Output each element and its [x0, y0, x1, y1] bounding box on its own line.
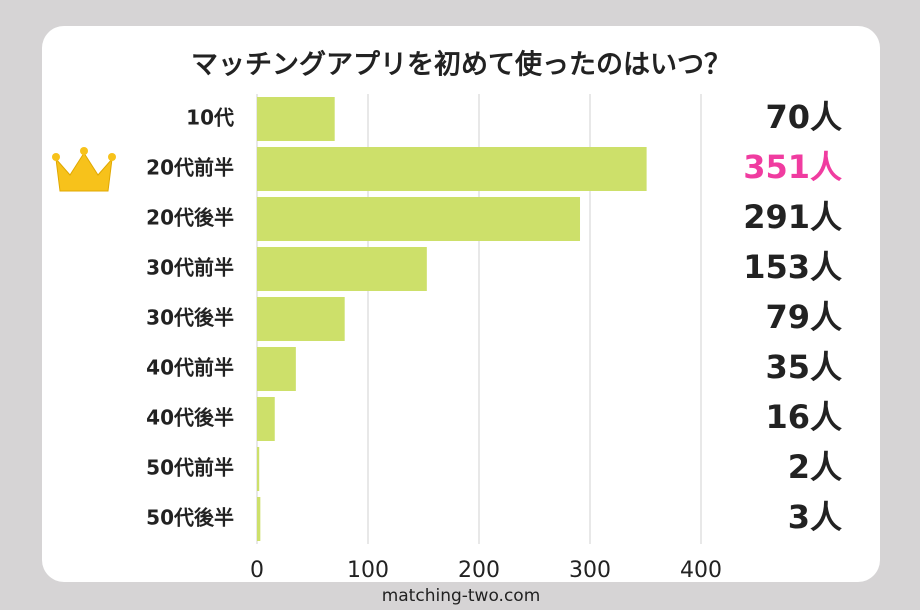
card: [42, 26, 880, 582]
value-label: 79人: [765, 298, 842, 336]
value-label: 2人: [788, 448, 842, 486]
x-tick-label: 400: [680, 558, 722, 583]
source: matching-two.com: [382, 586, 541, 606]
y-tick-label: 30代前半: [146, 256, 234, 280]
y-tick-label: 20代後半: [146, 206, 234, 230]
chart-title: マッチングアプリを初めて使ったのはいつ？: [191, 49, 731, 81]
y-tick-label: 10代: [186, 106, 234, 130]
value-label: 3人: [788, 498, 842, 536]
bar: [257, 397, 275, 441]
x-tick-label: 100: [347, 558, 389, 583]
value-label: 351人: [743, 148, 842, 186]
x-tick-label: 300: [569, 558, 611, 583]
y-tick-label: 40代前半: [146, 356, 234, 380]
value-label: 291人: [743, 198, 842, 236]
bar: [257, 147, 647, 191]
y-tick-label: 30代後半: [146, 306, 234, 330]
bar: [257, 447, 260, 491]
value-label: 16人: [765, 398, 842, 436]
y-tick-label: 40代後半: [146, 406, 234, 430]
crown: [52, 147, 116, 192]
y-tick-label: 50代前半: [146, 456, 234, 480]
bar: [257, 97, 335, 141]
bar: [257, 247, 427, 291]
bar: [257, 497, 261, 541]
value-label: 70人: [765, 98, 842, 136]
value-label: 153人: [743, 248, 842, 286]
bar: [257, 347, 296, 391]
bar: [257, 297, 345, 341]
bar: [257, 197, 581, 241]
y-tick-label: 50代後半: [146, 506, 234, 530]
x-tick-label: 200: [458, 558, 500, 583]
x-tick-label: 0: [250, 558, 264, 583]
value-label: 35人: [765, 348, 842, 386]
y-tick-label: 20代前半: [146, 156, 234, 180]
